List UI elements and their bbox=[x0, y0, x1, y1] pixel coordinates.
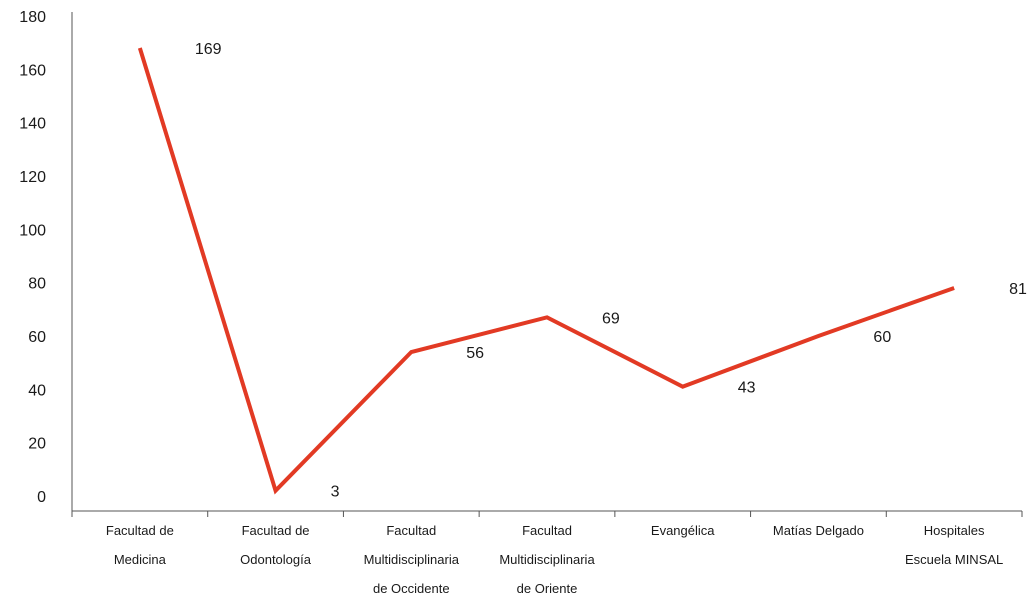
y-tick-label: 100 bbox=[19, 222, 46, 239]
axes bbox=[71, 12, 1023, 517]
x-tick-label-line: Facultad de bbox=[242, 523, 310, 538]
x-tick-label-line: Matías Delgado bbox=[773, 523, 864, 538]
x-tick-label-line: Hospitales bbox=[924, 523, 985, 538]
x-tick-label-line: Medicina bbox=[114, 552, 167, 567]
x-tick-label: Facultad de Medicina bbox=[106, 523, 174, 567]
data-label: 56 bbox=[466, 345, 484, 362]
x-tick-label-line: Facultad de bbox=[106, 523, 174, 538]
y-tick-label: 0 bbox=[37, 489, 46, 506]
data-label: 69 bbox=[602, 310, 620, 327]
x-tick-label: Matías Delgado bbox=[773, 523, 864, 538]
x-tick-label-line: Escuela MINSAL bbox=[905, 552, 1003, 567]
x-tick-label-line: Facultad bbox=[522, 523, 572, 538]
data-label: 81 bbox=[1009, 281, 1027, 298]
data-label: 60 bbox=[873, 329, 891, 346]
x-tick-label-line: de Occidente bbox=[373, 581, 450, 596]
y-tick-label: 60 bbox=[28, 329, 46, 346]
x-tick-label: Evangélica bbox=[651, 523, 715, 538]
y-tick-label: 140 bbox=[19, 116, 46, 133]
y-tick-label: 120 bbox=[19, 169, 46, 186]
x-tick-label-line: Evangélica bbox=[651, 523, 715, 538]
x-tick-label: Facultad Multidisciplinaria de Oriente bbox=[499, 523, 595, 596]
x-tick-label-line: Multidisciplinaria bbox=[364, 552, 460, 567]
y-tick-label: 20 bbox=[28, 436, 46, 453]
x-tick-label: Facultad de Odontología bbox=[240, 523, 312, 567]
y-axis-tick-labels: 0 20 40 60 80 100 120 140 160 180 bbox=[19, 9, 46, 506]
x-tick-label: Facultad Multidisciplinaria de Occidente bbox=[364, 523, 460, 596]
y-tick-label: 40 bbox=[28, 382, 46, 399]
x-tick-label-line: Odontología bbox=[240, 552, 312, 567]
data-label: 169 bbox=[195, 41, 222, 58]
data-labels: 169 3 56 69 43 60 81 bbox=[195, 41, 1027, 501]
x-tick-label-line: de Oriente bbox=[517, 581, 578, 596]
x-tick-label-line: Facultad bbox=[386, 523, 436, 538]
series-layer bbox=[137, 47, 955, 495]
x-axis-tick-labels: Facultad de Medicina Facultad de Odontologí… bbox=[106, 523, 1003, 596]
data-label: 43 bbox=[738, 380, 756, 397]
x-tick-label-line: Multidisciplinaria bbox=[499, 552, 595, 567]
y-tick-label: 80 bbox=[28, 276, 46, 293]
y-tick-label: 180 bbox=[19, 9, 46, 26]
y-tick-label: 160 bbox=[19, 62, 46, 79]
x-tick-label: Hospitales Escuela MINSAL bbox=[905, 523, 1003, 567]
data-label: 3 bbox=[331, 484, 340, 501]
series-line bbox=[137, 47, 955, 495]
